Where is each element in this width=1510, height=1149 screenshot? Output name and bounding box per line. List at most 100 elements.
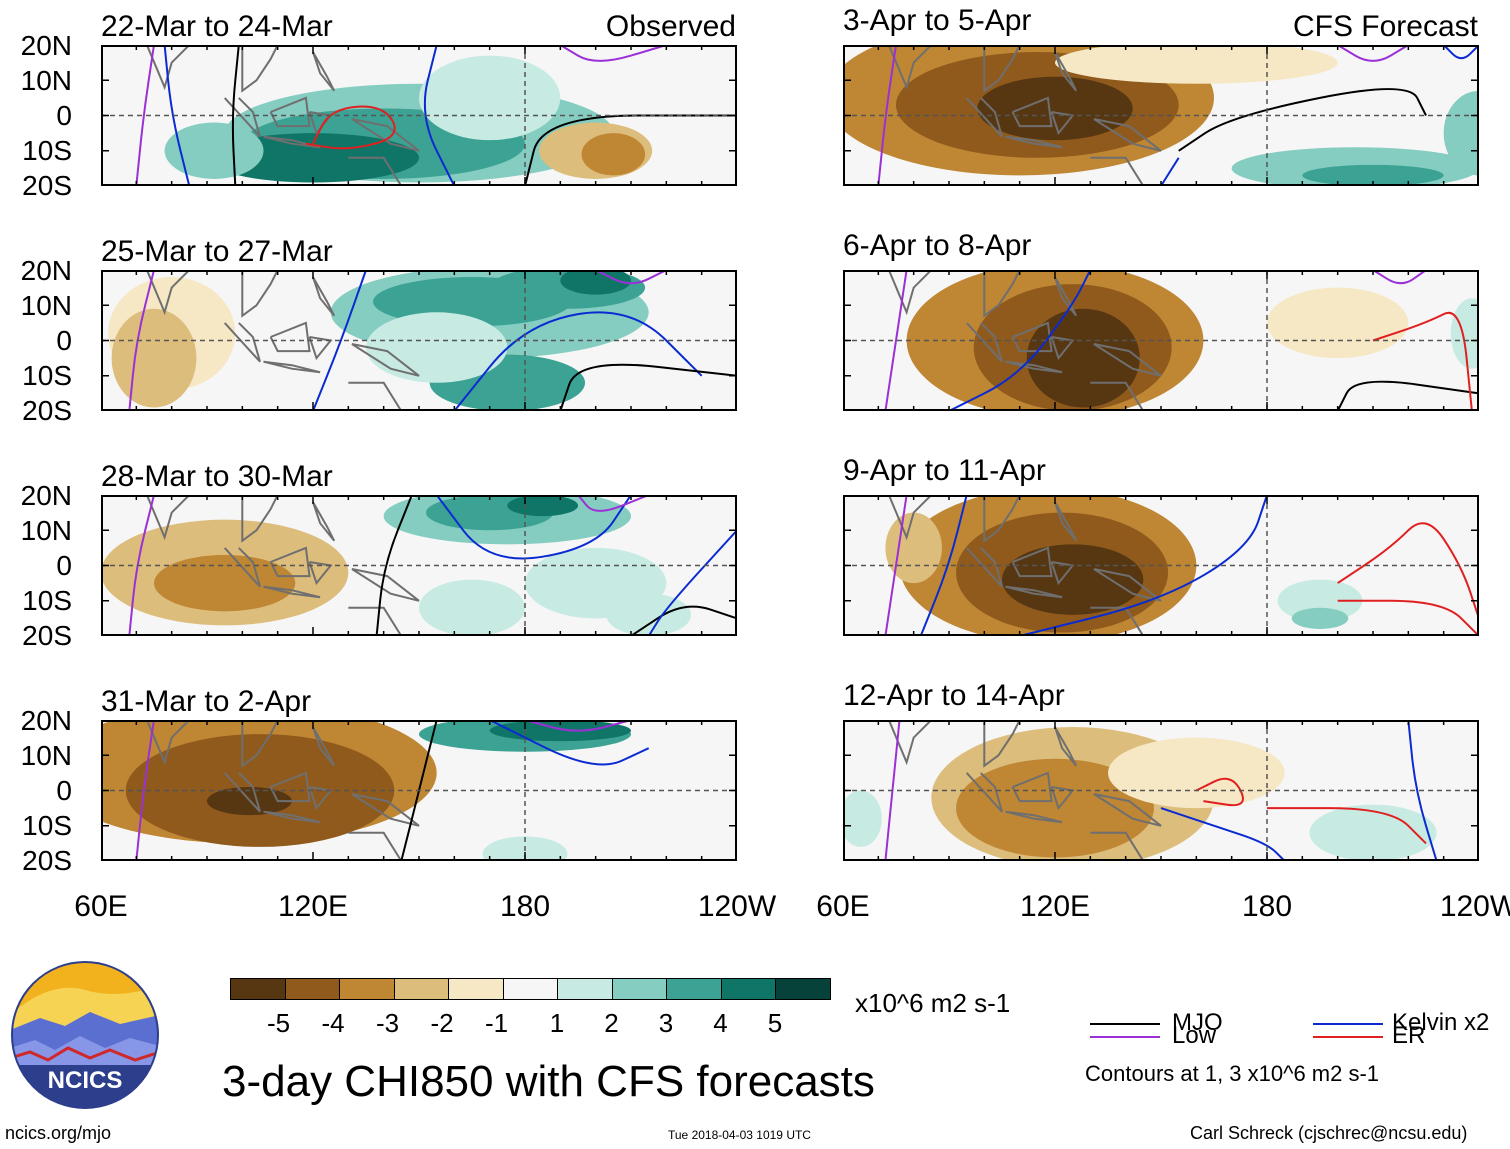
lat-tick-label: 0	[56, 100, 72, 131]
legend-label-er: ER	[1392, 1022, 1426, 1049]
lat-tick-label: 10S	[22, 360, 72, 391]
coastline	[351, 568, 420, 602]
colorbar-swatch	[339, 978, 395, 1000]
panel-frame	[101, 45, 737, 186]
coastline	[263, 135, 321, 149]
coastline	[269, 321, 311, 353]
coastline	[887, 270, 933, 316]
panel-frame	[843, 270, 1479, 411]
coastline	[351, 793, 420, 827]
coastline	[312, 726, 336, 767]
coastline	[348, 156, 403, 186]
colorbar-swatch	[502, 978, 558, 1000]
contour-line	[375, 495, 413, 636]
lat-tick-label: 20N	[20, 705, 72, 736]
anomaly-region	[1450, 298, 1479, 369]
panel-frame	[101, 720, 737, 861]
colorbar-tick-label: 2	[604, 1008, 619, 1038]
coastline	[983, 270, 1021, 318]
panel-title: 28-Mar to 30-Mar	[101, 460, 333, 493]
coastline	[223, 97, 261, 138]
panel-title: 22-Mar to 24-Mar	[101, 10, 333, 43]
anomaly-region	[419, 55, 561, 141]
contour-line	[312, 270, 367, 411]
lon-tick-label: 120W	[697, 890, 777, 923]
coastline	[1054, 51, 1078, 92]
coastline	[965, 772, 1003, 813]
lat-tick-label: 20S	[22, 395, 72, 426]
anomaly-region	[366, 312, 508, 383]
lat-tick-label: 10N	[20, 65, 72, 96]
contour-line	[1337, 522, 1479, 619]
coastline	[1054, 501, 1078, 542]
anomaly-region	[977, 76, 1133, 141]
coastline	[1005, 810, 1063, 824]
colorbar-swatch	[393, 978, 449, 1000]
coastline	[1011, 96, 1053, 128]
panel-frame	[843, 495, 1479, 636]
anomaly-region	[111, 308, 197, 408]
contour-note: Contours at 1, 3 x10^6 m2 s-1	[1085, 1061, 1380, 1086]
lat-tick-label: 20S	[22, 845, 72, 876]
coastline	[223, 772, 261, 813]
map-panel	[101, 495, 737, 636]
contour-line	[1019, 495, 1268, 636]
units-label: x10^6 m2 s-1	[855, 988, 1011, 1018]
colorbar-tick-label: -4	[321, 1008, 345, 1038]
contour-line	[128, 495, 155, 636]
coastline	[241, 495, 279, 543]
site-link[interactable]: ncics.org/mjo	[5, 1123, 112, 1143]
panel-title: 3-Apr to 5-Apr	[843, 4, 1032, 37]
coastline	[241, 45, 279, 93]
colorbar-swatch	[611, 978, 667, 1000]
coastline	[269, 771, 311, 803]
anomaly-region	[606, 593, 692, 636]
panel-title: 9-Apr to 11-Apr	[843, 454, 1046, 487]
coastline	[1050, 111, 1075, 136]
contour-line	[1336, 380, 1479, 411]
legend-line-mjo	[1090, 1023, 1160, 1025]
lat-tick-label: 10N	[20, 740, 72, 771]
coastline	[1050, 561, 1075, 586]
colorbar-tick-label: -3	[375, 1008, 400, 1038]
coastline	[1093, 118, 1162, 152]
colorbar-tick-label: -5	[266, 1008, 291, 1038]
contour-line	[919, 495, 968, 636]
coastline	[1050, 786, 1075, 811]
coastline	[263, 360, 321, 374]
legend-label-kelvin: Kelvin x2	[1392, 1009, 1490, 1036]
contour-line	[1160, 807, 1286, 861]
coastline	[887, 495, 933, 541]
coastline	[965, 322, 1003, 363]
lat-tick-label: 20S	[22, 170, 72, 201]
colorbar-swatch	[775, 978, 831, 1000]
coastline	[1093, 793, 1162, 827]
coastline	[887, 45, 933, 91]
anomaly-region	[843, 790, 882, 847]
anomaly-region	[1267, 287, 1409, 359]
chart-title: 3-day CHI850 with CFS forecasts	[222, 1057, 875, 1106]
coastline	[312, 501, 336, 542]
colorbar-swatch	[557, 978, 613, 1000]
field-layer	[843, 720, 1438, 861]
anomaly-region	[1443, 90, 1479, 176]
lon-tick-label: 120E	[277, 890, 349, 923]
coastline	[1054, 726, 1078, 767]
colorbar-tick-label: 3	[658, 1008, 674, 1038]
legend-label-low: Low	[1172, 1022, 1217, 1049]
coastline	[145, 495, 191, 541]
anomaly-region	[1002, 544, 1144, 615]
map-panel	[101, 45, 737, 186]
legend-label-mjo: MJO	[1172, 1009, 1223, 1036]
coastline	[308, 561, 333, 586]
lat-tick-label: 10N	[20, 290, 72, 321]
lat-tick-label: 20N	[20, 30, 72, 61]
lat-tick-label: 0	[56, 550, 72, 581]
anomaly-region	[885, 512, 942, 584]
coastline	[1090, 156, 1145, 186]
coastline	[348, 606, 403, 636]
coastline	[1093, 568, 1162, 602]
map-panel	[843, 495, 1479, 636]
coastline	[1011, 771, 1053, 803]
panel-frame	[843, 720, 1479, 861]
